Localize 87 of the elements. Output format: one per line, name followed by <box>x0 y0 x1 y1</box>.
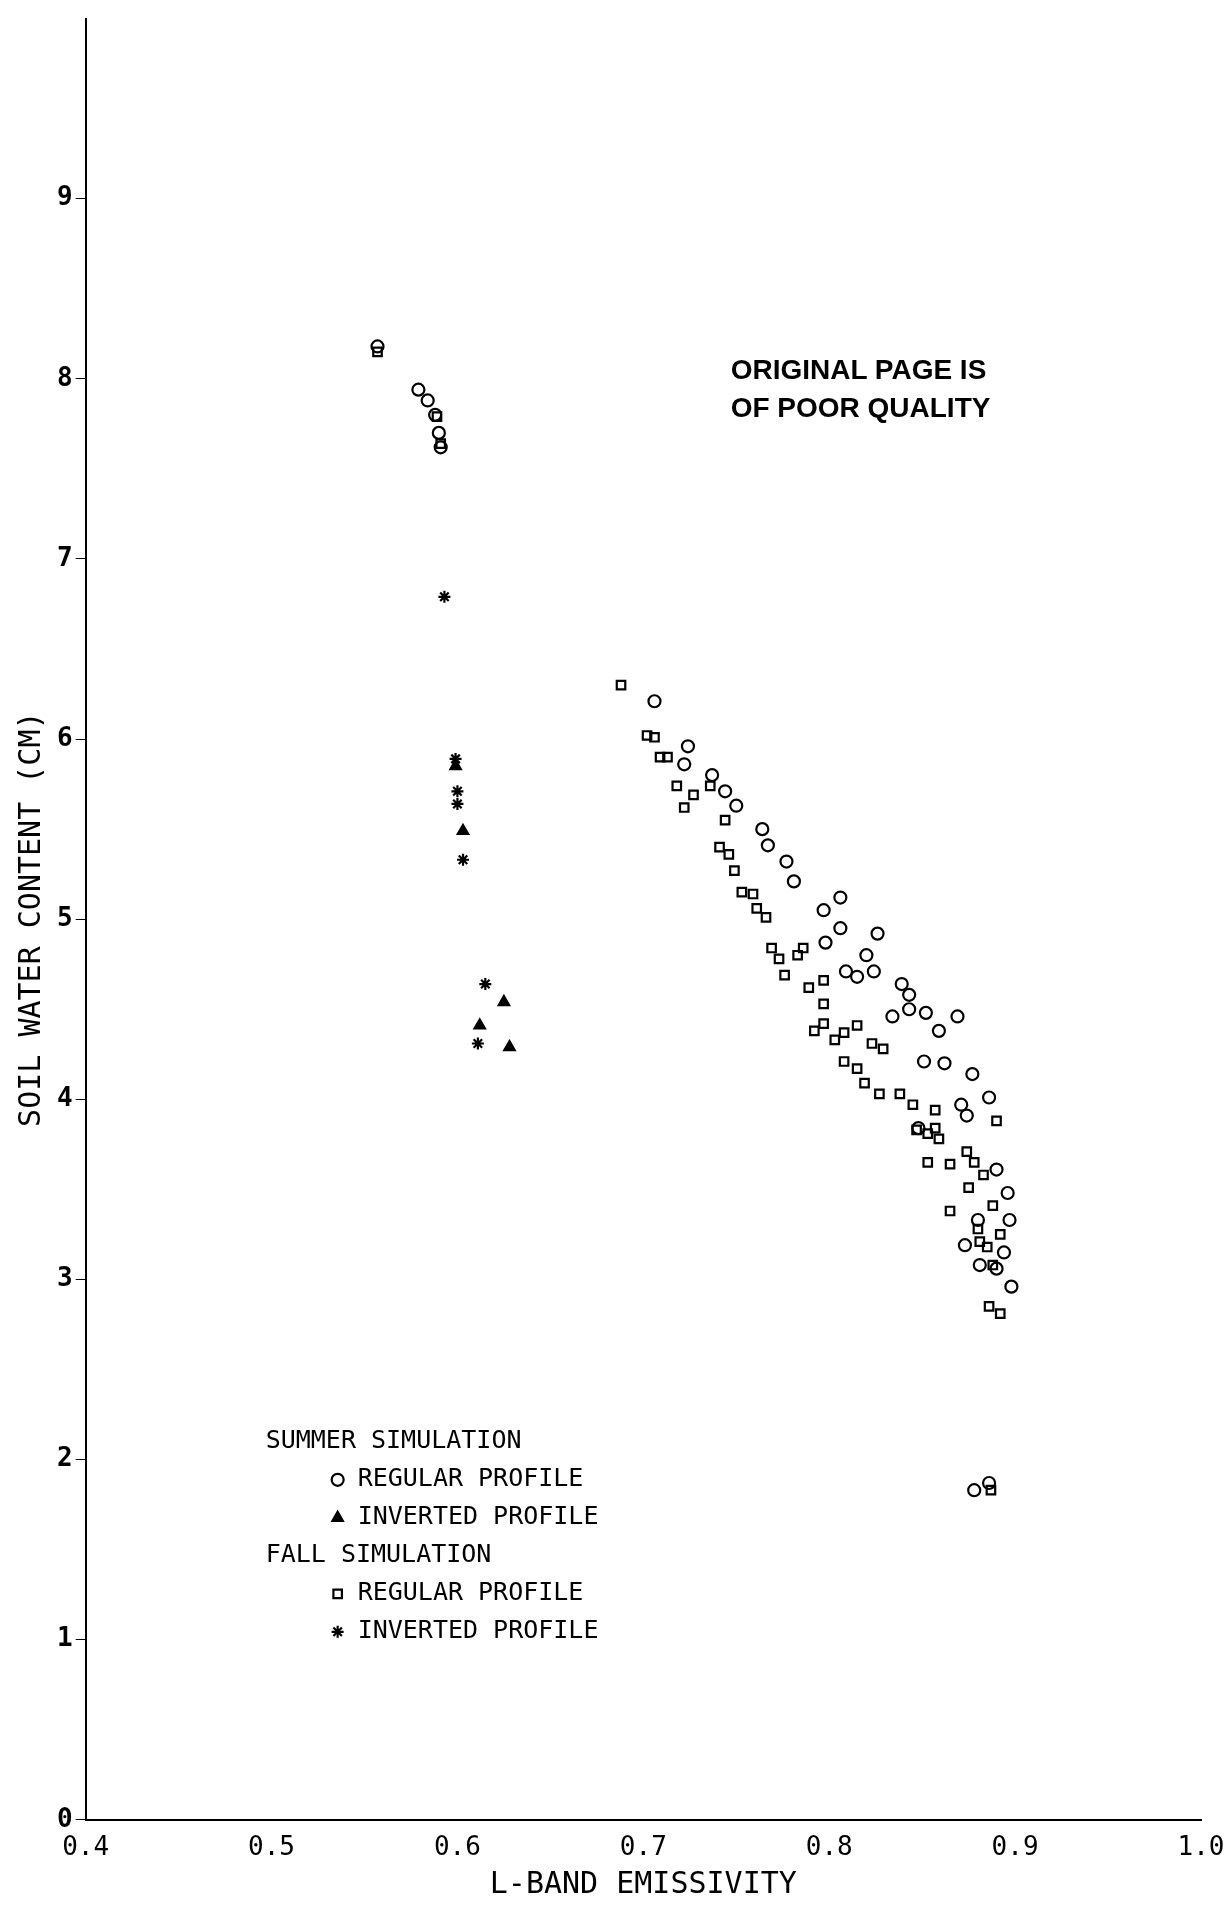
y-tick-label: 6 <box>57 721 73 752</box>
point <box>902 987 917 1002</box>
y-tick-label: 0 <box>57 1802 73 1833</box>
point <box>779 854 794 869</box>
point <box>918 1005 933 1020</box>
x-tick-label: 0.9 <box>991 1831 1039 1862</box>
point <box>838 964 854 979</box>
point <box>833 921 848 936</box>
x-tick-label: 0.4 <box>62 1831 110 1862</box>
point <box>478 976 493 992</box>
y-tick-label: 3 <box>57 1262 73 1293</box>
point <box>431 425 446 440</box>
point <box>885 1009 900 1024</box>
point <box>818 935 833 950</box>
point <box>957 1238 973 1253</box>
point <box>1000 1185 1015 1201</box>
point <box>967 1483 982 1498</box>
point <box>497 994 511 1007</box>
point <box>850 969 865 984</box>
point <box>989 1261 1004 1276</box>
point <box>411 382 426 397</box>
y-tick-label: 5 <box>57 901 73 932</box>
point <box>959 1108 974 1123</box>
point <box>470 1036 485 1051</box>
point <box>981 1090 997 1105</box>
point <box>473 1018 487 1030</box>
point <box>755 822 770 837</box>
point <box>433 440 448 455</box>
point <box>718 784 733 799</box>
point <box>870 926 885 941</box>
point <box>859 948 874 963</box>
point <box>1004 1279 1019 1294</box>
point <box>989 1162 1004 1177</box>
point <box>833 890 848 905</box>
point <box>866 964 881 979</box>
point <box>916 1054 932 1069</box>
point <box>1002 1212 1017 1228</box>
point <box>729 798 744 813</box>
point <box>981 1475 997 1491</box>
annotation: ORIGINAL PAGE IS OF POOR QUALITY <box>730 353 991 423</box>
point <box>456 823 470 836</box>
point <box>816 903 831 918</box>
legend-label: INVERTED PROFILE <box>357 1615 599 1645</box>
point <box>370 339 385 354</box>
x-tick-label: 0.5 <box>248 1831 296 1862</box>
point <box>931 1023 946 1038</box>
point <box>450 796 465 812</box>
point <box>677 757 692 772</box>
y-tick-label: 9 <box>57 181 73 212</box>
point <box>503 1039 516 1052</box>
annotation: SUMMER SIMULATION <box>265 1425 522 1455</box>
point <box>420 393 435 408</box>
y-tick-label: 8 <box>57 361 73 392</box>
legend-label: INVERTED PROFILE <box>357 1501 599 1531</box>
annotation: FALL SIMULATION <box>265 1539 492 1569</box>
point <box>970 1212 986 1228</box>
point <box>448 751 463 766</box>
point <box>437 589 452 604</box>
y-tick-label: 2 <box>57 1442 73 1473</box>
point <box>902 1002 917 1017</box>
y-tick-label: 7 <box>57 541 73 572</box>
point <box>760 838 775 853</box>
point <box>680 739 696 754</box>
point <box>911 1121 926 1136</box>
y-tick-label: 4 <box>57 1082 73 1113</box>
y-axis-title: SOIL WATER CONTENT (CM) <box>11 711 47 1127</box>
point <box>786 874 801 889</box>
x-tick-label: 0.8 <box>805 1831 853 1862</box>
point <box>965 1067 980 1082</box>
point <box>455 852 471 867</box>
point <box>996 1245 1012 1260</box>
x-axis-title: L-BAND EMISSIVITY <box>489 1864 797 1900</box>
point <box>937 1056 952 1071</box>
x-tick-label: 0.7 <box>619 1831 667 1862</box>
point <box>705 768 720 783</box>
legend-label: REGULAR PROFILE <box>357 1463 584 1493</box>
legend-label: REGULAR PROFILE <box>357 1577 584 1607</box>
x-tick-label: 1.0 <box>1177 1831 1225 1862</box>
x-tick-label: 0.6 <box>433 1831 481 1862</box>
point <box>972 1257 987 1273</box>
point <box>954 1097 969 1112</box>
point <box>950 1009 965 1024</box>
point <box>450 784 465 799</box>
y-tick-label: 1 <box>57 1622 73 1653</box>
point <box>647 694 662 709</box>
point <box>894 976 909 992</box>
point <box>428 407 443 422</box>
